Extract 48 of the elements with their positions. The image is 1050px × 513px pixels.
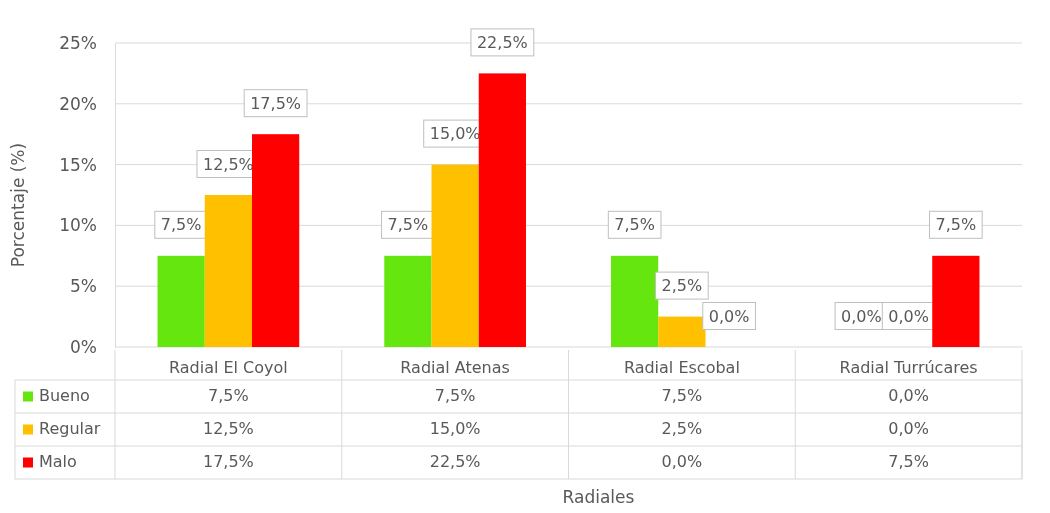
x-tick-label: Radial El Coyol <box>168 357 288 377</box>
y-tick-label: 5% <box>70 276 97 297</box>
text: 15,0% <box>429 124 481 144</box>
data-label: 17,5% <box>202 452 254 471</box>
bar <box>658 316 706 347</box>
data-label: 0,0% <box>888 386 929 405</box>
data-label: 2,5% <box>661 419 703 438</box>
y-axis-title: Porcentaje (%) <box>8 142 28 268</box>
legend-label: Malo <box>39 452 77 471</box>
x-tick-label: Radial Atenas <box>400 357 510 377</box>
data-label: 7,5% <box>661 386 703 405</box>
text: 7,5% <box>387 215 429 235</box>
text: 22,5% <box>476 32 528 52</box>
text: 2,5% <box>661 276 703 296</box>
text: 7,5% <box>160 215 202 235</box>
y-tick-label: 0% <box>70 336 97 357</box>
data-label: 15,0% <box>429 419 481 438</box>
data-label: 22,5% <box>429 452 481 471</box>
bar <box>478 73 526 347</box>
y-tick-label: 10% <box>59 215 97 236</box>
data-label: 7,5% <box>888 452 929 471</box>
data-label: 0,0% <box>888 419 929 438</box>
bar <box>384 255 432 347</box>
data-label: 0,0% <box>661 452 703 471</box>
y-tick-label: 15% <box>59 154 97 175</box>
legend-label: Bueno <box>39 386 90 405</box>
text: 12,5% <box>202 154 254 174</box>
y-tick-label: 25% <box>59 32 97 53</box>
data-label: 12,5% <box>202 419 254 438</box>
bar <box>932 255 980 347</box>
y-tick-label: 20% <box>59 93 97 114</box>
bar <box>252 134 300 347</box>
bar <box>204 195 252 347</box>
text: 0,0% <box>841 306 882 326</box>
bar <box>611 255 659 347</box>
text: 17,5% <box>250 93 302 113</box>
x-tick-label: Radial Turrúcares <box>839 357 978 377</box>
text: 7,5% <box>614 215 655 235</box>
text: 0,0% <box>708 306 750 326</box>
text: Radiales <box>562 486 635 507</box>
text: 7,5% <box>935 215 977 235</box>
text: 0,0% <box>888 306 929 326</box>
bar <box>431 164 479 347</box>
data-label: 7,5% <box>208 386 249 405</box>
legend-label: Regular <box>39 419 101 438</box>
bar <box>157 255 205 347</box>
x-tick-label: Radial Escobal <box>623 357 740 377</box>
data-label: 7,5% <box>434 386 476 405</box>
